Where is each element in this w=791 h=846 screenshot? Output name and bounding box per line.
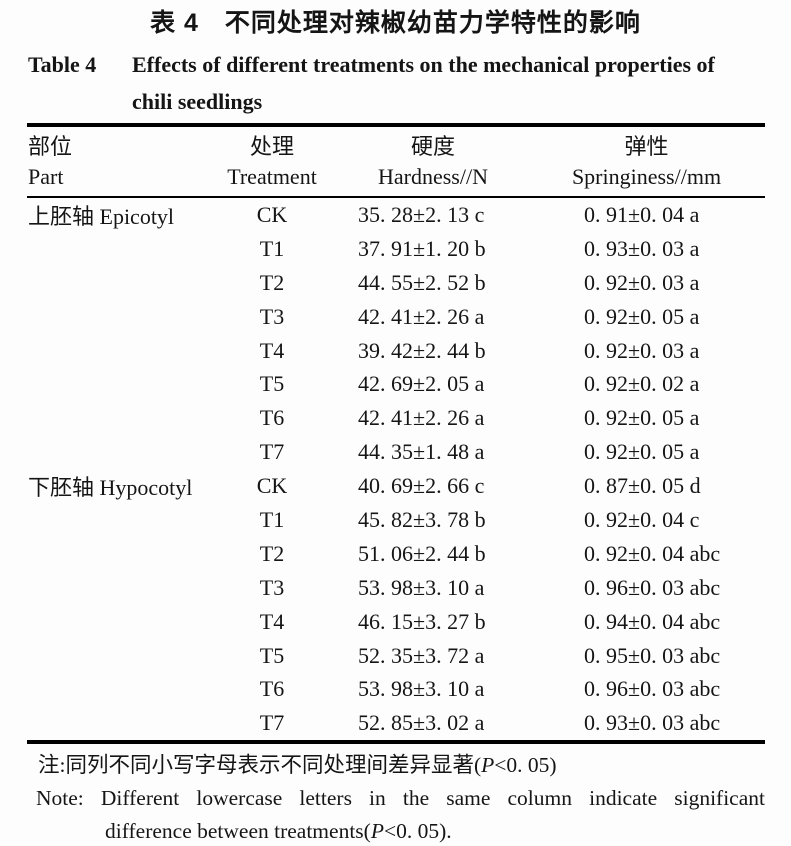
cell-springiness: 0. 92±0. 03 a bbox=[584, 337, 700, 363]
cell-springiness: 0. 92±0. 04 abc bbox=[584, 540, 721, 566]
cell-hardness: 40. 69±2. 66 c bbox=[358, 473, 485, 499]
footnote-chinese-p-symbol: P bbox=[481, 753, 495, 778]
cell-hardness: 51. 06±2. 44 b bbox=[358, 540, 486, 566]
cell-springiness: 0. 87±0. 05 d bbox=[584, 473, 701, 499]
cell-springiness: 0. 92±0. 03 a bbox=[584, 269, 700, 295]
table-header-row: 部位 Part 处理 Treatment 硬度 Hardness//N 弹性 S… bbox=[27, 127, 765, 196]
table-title-english: Table 4 Effects of different treatments … bbox=[28, 46, 791, 120]
cell-hardness: 42. 41±2. 26 a bbox=[358, 405, 485, 431]
footnote-english-p-symbol: P bbox=[370, 819, 384, 844]
column-header-hardness-en: Hardness//N bbox=[378, 163, 488, 189]
cell-treatment: T4 bbox=[259, 608, 285, 634]
column-header-treatment: 处理 Treatment bbox=[212, 132, 332, 192]
column-header-hardness: 硬度 Hardness//N bbox=[332, 132, 552, 192]
cell-hardness: 37. 91±1. 20 b bbox=[358, 235, 486, 261]
cell-treatment: T3 bbox=[259, 574, 285, 600]
cell-springiness: 0. 95±0. 03 abc bbox=[584, 642, 721, 668]
cell-treatment: T7 bbox=[259, 439, 285, 465]
column-header-hardness-cn: 硬度 bbox=[410, 133, 455, 159]
cell-springiness: 0. 92±0. 05 a bbox=[584, 303, 700, 329]
cell-treatment: T2 bbox=[259, 269, 285, 295]
footnote-english-line1: Note: Different lowercase letters in the… bbox=[36, 786, 765, 811]
table-title-chinese: 表 4 不同处理对辣椒幼苗力学特性的影响 bbox=[150, 9, 641, 37]
cell-springiness: 0. 93±0. 03 abc bbox=[584, 710, 721, 736]
cell-hardness: 42. 41±2. 26 a bbox=[358, 303, 485, 329]
column-header-part-en: Part bbox=[28, 163, 64, 189]
cell-hardness: 53. 98±3. 10 a bbox=[358, 574, 485, 600]
cell-springiness: 0. 96±0. 03 abc bbox=[584, 676, 721, 702]
cell-hardness: 44. 55±2. 52 b bbox=[358, 269, 486, 295]
cell-springiness: 0. 93±0. 03 a bbox=[584, 235, 700, 261]
cell-treatment: T4 bbox=[259, 337, 285, 363]
cell-springiness: 0. 92±0. 05 a bbox=[584, 405, 700, 431]
cell-hardness: 52. 35±3. 72 a bbox=[358, 642, 485, 668]
column-header-part-cn: 部位 bbox=[28, 133, 73, 159]
table-title-english-text: Effects of different treatments on the m… bbox=[132, 46, 768, 120]
footnote-chinese: 注:同列不同小写字母表示不同处理间差异显著(P<0. 05) bbox=[38, 749, 765, 782]
cell-hardness: 45. 82±3. 78 b bbox=[358, 506, 486, 532]
column-header-springiness: 弹性 Springiness//mm bbox=[552, 132, 765, 192]
table-header-rule bbox=[27, 196, 765, 198]
cell-treatment: T1 bbox=[259, 235, 285, 261]
cell-springiness: 0. 92±0. 02 a bbox=[584, 371, 700, 397]
cell-treatment: CK bbox=[256, 201, 288, 227]
cell-treatment: CK bbox=[256, 473, 288, 499]
column-header-treatment-cn: 处理 bbox=[249, 133, 294, 159]
cell-springiness: 0. 94±0. 04 abc bbox=[584, 608, 721, 634]
cell-treatment: T3 bbox=[259, 303, 285, 329]
table-footnote: 注:同列不同小写字母表示不同处理间差异显著(P<0. 05) Note: Dif… bbox=[36, 749, 765, 846]
table-title-english-line1: Effects of different treatments on the m… bbox=[132, 52, 715, 77]
cell-hardness: 52. 85±3. 02 a bbox=[358, 710, 485, 736]
column-header-springiness-cn: 弹性 bbox=[624, 133, 669, 159]
cell-hardness: 35. 28±2. 13 c bbox=[358, 201, 485, 227]
cell-springiness: 0. 96±0. 03 abc bbox=[584, 574, 721, 600]
table-body: 上胚轴 Epicotyl CK 35. 28±2. 13 c 0. 91±0. … bbox=[27, 198, 765, 740]
cell-hardness: 39. 42±2. 44 b bbox=[358, 337, 486, 363]
cell-hardness: 42. 69±2. 05 a bbox=[358, 371, 485, 397]
footnote-english-text: difference between treatments( bbox=[105, 819, 371, 844]
cell-hardness: 44. 35±1. 48 a bbox=[358, 439, 485, 465]
cell-springiness: 0. 92±0. 04 c bbox=[584, 506, 700, 532]
cell-treatment: T2 bbox=[259, 540, 285, 566]
cell-treatment: T6 bbox=[259, 405, 285, 431]
cell-hardness: 46. 15±3. 27 b bbox=[358, 608, 486, 634]
cell-springiness: 0. 91±0. 04 a bbox=[584, 201, 700, 227]
footnote-english-line2: difference between treatments(P<0. 05). bbox=[38, 815, 765, 846]
data-table: 部位 Part 处理 Treatment 硬度 Hardness//N 弹性 S… bbox=[27, 123, 765, 745]
cell-treatment: T6 bbox=[259, 676, 285, 702]
cell-treatment: T1 bbox=[259, 506, 285, 532]
table-top-rule bbox=[27, 123, 765, 127]
cell-part: 下胚轴 Hypocotyl bbox=[28, 475, 193, 501]
cell-hardness: 53. 98±3. 10 a bbox=[358, 676, 485, 702]
column-header-part: 部位 Part bbox=[27, 132, 212, 192]
footnote-chinese-text: 注:同列不同小写字母表示不同处理间差异显著( bbox=[38, 753, 482, 778]
cell-treatment: T5 bbox=[259, 371, 285, 397]
column-header-springiness-en: Springiness//mm bbox=[571, 163, 722, 189]
table-number-label: Table 4 bbox=[28, 52, 97, 77]
table-title-english-line2: chili seedlings bbox=[132, 89, 263, 114]
cell-springiness: 0. 92±0. 05 a bbox=[584, 439, 700, 465]
column-header-treatment-en: Treatment bbox=[227, 163, 317, 189]
footnote-chinese-pvalue: <0. 05) bbox=[494, 753, 557, 778]
cell-part: 上胚轴 Epicotyl bbox=[28, 203, 175, 229]
cell-treatment: T7 bbox=[259, 710, 285, 736]
cell-treatment: T5 bbox=[259, 642, 285, 668]
table-bottom-rule bbox=[27, 740, 765, 745]
footnote-english-pvalue: <0. 05). bbox=[383, 819, 452, 844]
